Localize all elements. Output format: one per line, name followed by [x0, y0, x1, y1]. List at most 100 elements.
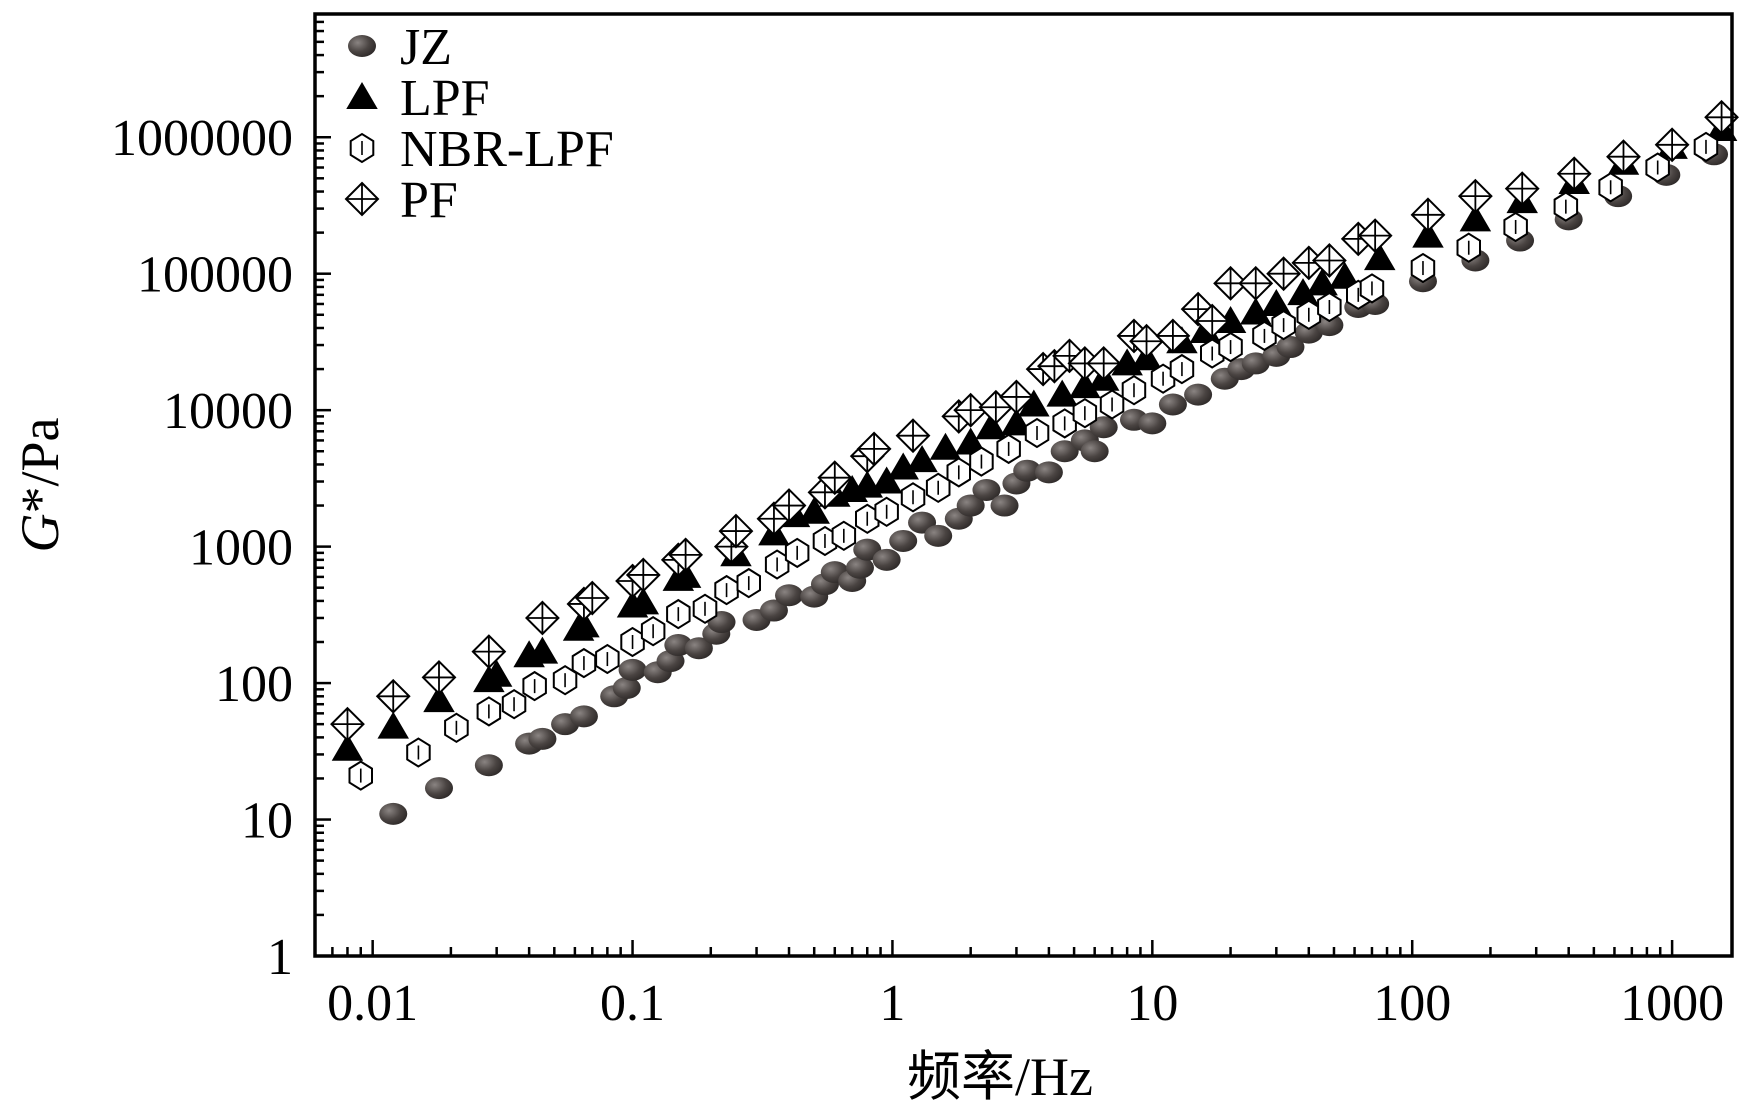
data-point-jz: [775, 584, 804, 607]
data-point-lpf: [480, 659, 513, 687]
data-point-nbr-lpf: [1052, 408, 1077, 439]
data-point-nbr-lpf: [1456, 232, 1481, 263]
data-point-lpf: [1239, 297, 1272, 325]
data-point-pf: [1504, 171, 1540, 207]
data-point-pf: [1556, 156, 1592, 192]
data-point-jz: [759, 599, 788, 622]
data-point-pf: [525, 600, 560, 636]
data-point-nbr-lpf: [900, 482, 926, 513]
legend-label: JZ: [400, 19, 452, 76]
data-point-lpf: [377, 711, 409, 739]
data-point-nbr-lpf: [784, 537, 810, 569]
data-point-jz: [1013, 459, 1042, 482]
data-point-jz: [956, 494, 985, 517]
data-point-nbr-lpf: [692, 593, 718, 624]
data-point-jz: [924, 524, 953, 547]
data-point-lpf: [331, 733, 364, 761]
data-point-lpf: [1018, 389, 1050, 417]
data-point-jz: [424, 777, 453, 800]
x-tick-label: 0.01: [327, 975, 418, 1032]
data-point-nbr-lpf: [522, 670, 547, 702]
y-tick-label: 1000000: [111, 110, 293, 167]
data-point-nbr-lpf: [1359, 273, 1385, 304]
data-point-lpf: [1260, 288, 1293, 316]
data-point-jz: [379, 802, 408, 825]
data-point-nbr-lpf: [1218, 331, 1243, 363]
data-point-jz: [1080, 440, 1109, 463]
x-tick-label: 10: [1126, 975, 1178, 1032]
data-point-jz: [845, 556, 874, 579]
data-point-nbr-lpf: [1024, 417, 1050, 449]
legend-label: LPF: [400, 70, 490, 127]
legend-item-nbr-lpf: NBR-LPF: [349, 121, 614, 178]
data-point-pf: [1606, 139, 1641, 175]
data-point-nbr-lpf: [831, 520, 857, 551]
data-point-pf: [999, 379, 1034, 415]
legend-item-jz: JZ: [348, 19, 452, 76]
data-point-jz: [1050, 440, 1079, 463]
data-point-pf: [1238, 265, 1274, 301]
data-point-jz: [618, 658, 647, 681]
data-point-lpf: [1069, 371, 1101, 399]
x-tick-label: 0.1: [600, 975, 665, 1032]
data-point-lpf: [1287, 278, 1319, 306]
data-point-jz: [612, 677, 641, 700]
legend-marker-pf: [344, 181, 380, 217]
data-point-nbr-lpf: [1271, 309, 1296, 341]
legend-label: PF: [400, 172, 458, 229]
legend-item-pf: PF: [344, 172, 458, 229]
y-axis-title: G*/Pa: [10, 417, 70, 552]
data-point-jz: [889, 529, 918, 552]
y-tick-label: 100000: [137, 247, 293, 304]
data-point-nbr-lpf: [714, 574, 739, 606]
data-point-pf: [625, 557, 661, 593]
data-point-pf: [668, 537, 704, 573]
data-point-pf: [895, 418, 931, 454]
data-point-jz: [1034, 461, 1063, 484]
x-tick-label: 100: [1373, 975, 1451, 1032]
x-tick-label: 1: [879, 975, 905, 1032]
data-point-pf: [1129, 323, 1164, 359]
data-point-jz: [990, 494, 1019, 517]
series-nbr-lpf: [348, 131, 1719, 791]
data-point-lpf: [798, 496, 830, 524]
data-point-jz: [1138, 412, 1167, 435]
data-point-nbr-lpf: [812, 525, 838, 557]
data-point-nbr-lpf: [1296, 299, 1322, 330]
data-point-pf: [856, 431, 892, 467]
data-point-nbr-lpf: [476, 696, 502, 727]
data-point-nbr-lpf: [552, 665, 578, 696]
data-point-jz: [1276, 336, 1305, 359]
data-point-pf: [718, 513, 754, 549]
data-point-nbr-lpf: [348, 760, 373, 791]
data-point-pf: [1266, 256, 1302, 292]
data-point-lpf: [1046, 379, 1078, 407]
data-point-nbr-lpf: [620, 626, 645, 658]
data-point-lpf: [929, 432, 962, 460]
legend-item-lpf: LPF: [346, 70, 490, 127]
series-jz: [379, 143, 1729, 825]
data-point-pf: [1194, 303, 1230, 339]
data-point-lpf: [906, 445, 938, 473]
data-point-nbr-lpf: [1200, 338, 1225, 369]
data-point-nbr-lpf: [855, 503, 880, 534]
y-tick-label: 1000: [189, 520, 293, 577]
legend-marker-jz: [348, 35, 376, 57]
data-point-lpf: [1363, 243, 1396, 271]
data-point-nbr-lpf: [736, 567, 761, 599]
data-point-pf: [330, 706, 365, 742]
data-point-lpf: [627, 587, 660, 615]
data-point-nbr-lpf: [996, 433, 1021, 465]
data-point-nbr-lpf: [406, 737, 431, 768]
data-point-nbr-lpf: [1099, 389, 1125, 420]
data-point-nbr-lpf: [1553, 191, 1579, 222]
data-point-lpf: [1000, 408, 1033, 436]
data-point-pf: [471, 634, 507, 670]
x-tick-label: 1000: [1620, 975, 1724, 1032]
y-tick-label: 100: [215, 656, 293, 713]
legend-label: NBR-LPF: [400, 121, 614, 178]
data-point-lpf: [1412, 220, 1444, 248]
